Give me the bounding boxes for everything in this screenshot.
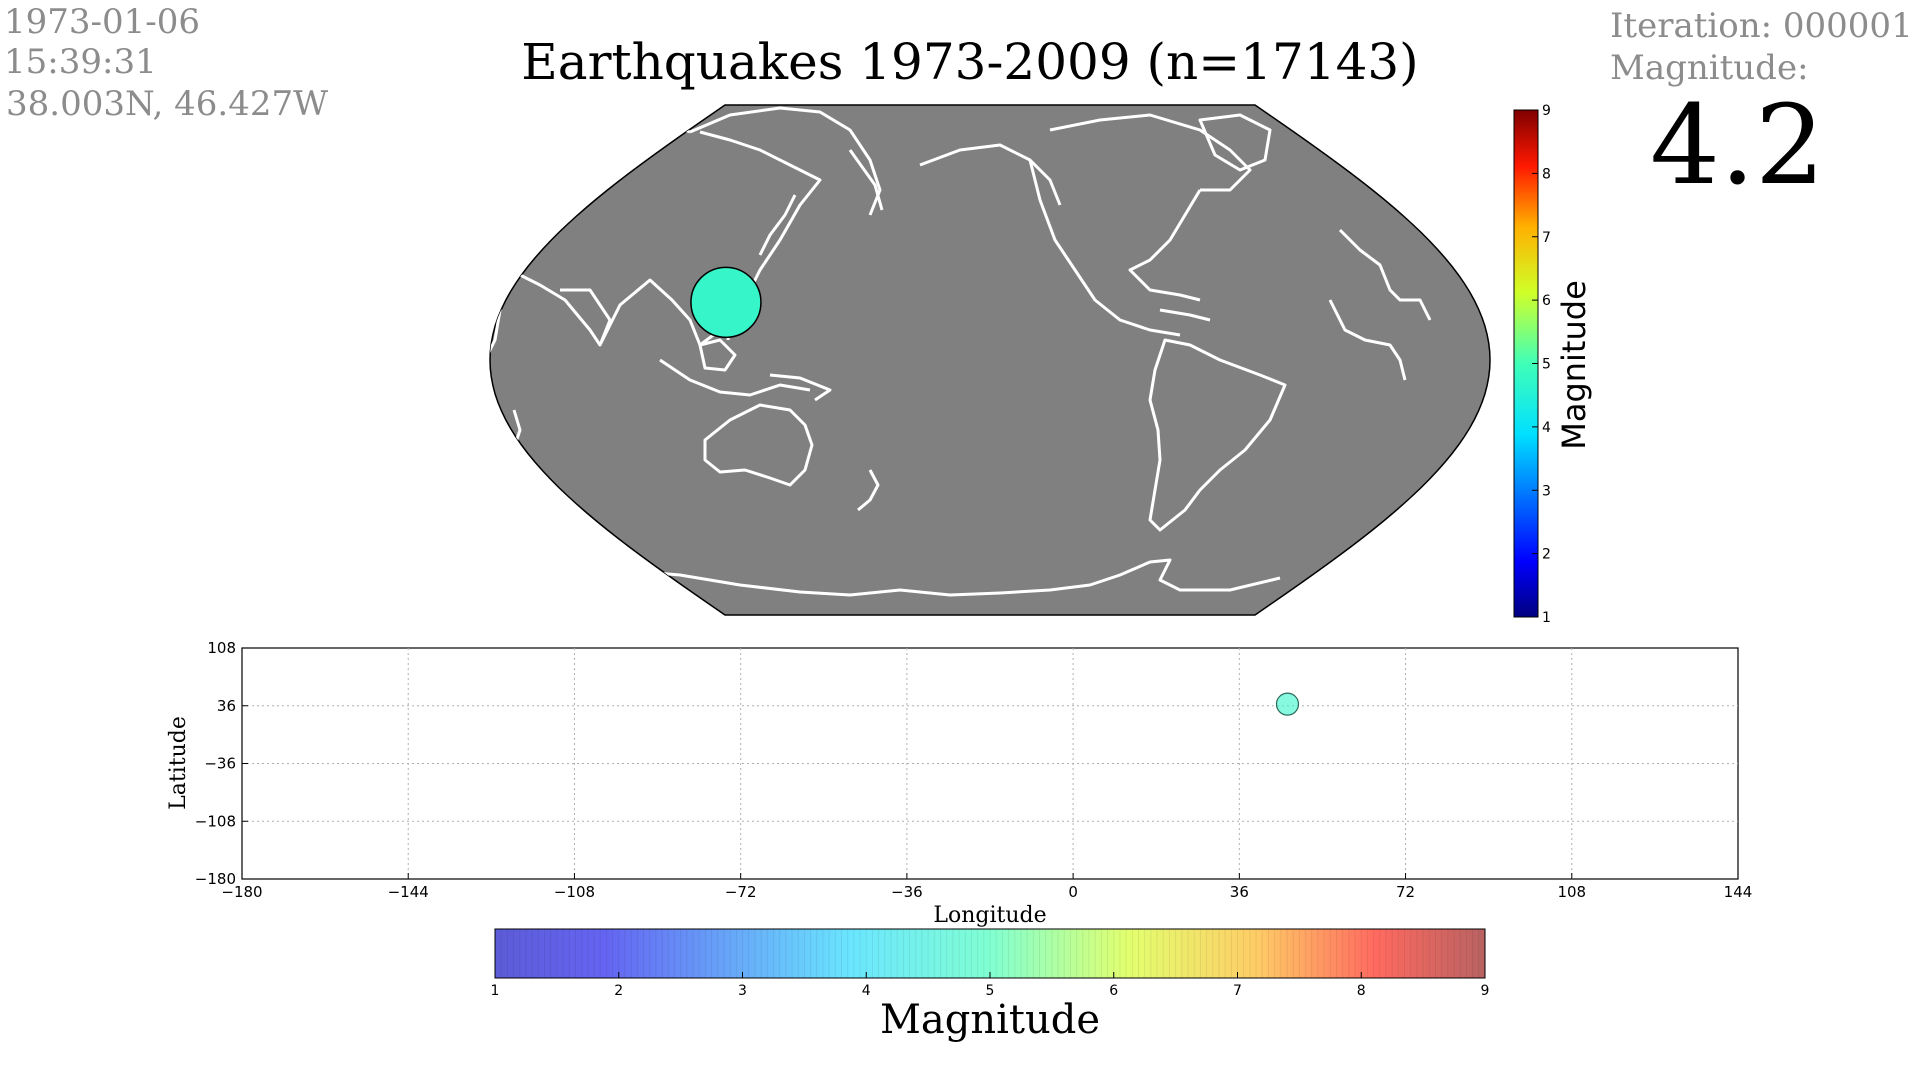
- vcb-tick-label: 3: [1542, 483, 1551, 499]
- vcb-tick-label: 6: [1542, 293, 1551, 309]
- horizontal-colorbar-ticks: 1 2 3 4 5 6 7 8 9: [491, 972, 1490, 999]
- hcb-tick-label: 5: [986, 983, 995, 999]
- vcb-tick-label: 8: [1542, 166, 1551, 182]
- x-tick-label: 0: [1068, 883, 1078, 901]
- coast-siberia: [689, 106, 882, 216]
- magnitude-value: 4.2: [1650, 81, 1825, 209]
- hcb-tick-label: 1: [491, 983, 500, 999]
- coast-caribbean: [1159, 308, 1211, 322]
- scatter-plot: −180 −144 −108 −72 −36 0 36 72 108 144 10836−36−1…: [166, 639, 1752, 928]
- scatter-points: [1275, 692, 1300, 716]
- scatter-x-ticks: −180 −144 −108 −72 −36 0 36 72 108 144: [221, 873, 1752, 901]
- vcb-tick-label: 7: [1542, 230, 1551, 246]
- iteration-counter: Iteration: 000001: [1610, 6, 1913, 46]
- coast-greenland: [1198, 113, 1272, 172]
- coast-na-east: [1128, 189, 1202, 302]
- vcb-tick-label: 4: [1542, 420, 1551, 436]
- x-tick-label: 36: [1230, 883, 1249, 901]
- chart-title: Earthquakes 1973-2009 (n=17143): [521, 33, 1419, 91]
- coast-borneo: [698, 338, 737, 372]
- y-tick-label: 36: [217, 697, 236, 715]
- vertical-colorbar-label: Magnitude: [1555, 280, 1593, 450]
- hcb-tick-label: 9: [1481, 983, 1490, 999]
- x-tick-label: −144: [388, 883, 429, 901]
- scatter-point: [1275, 692, 1300, 716]
- vcb-tick-label: 5: [1542, 357, 1551, 373]
- event-time: 15:39:31: [4, 42, 157, 82]
- coast-indonesia: [659, 358, 811, 397]
- coast-europe-east: [1338, 228, 1432, 321]
- coast-newzealand: [857, 469, 880, 512]
- world-map: [489, 104, 1491, 616]
- colorbar-stripes: [500, 929, 1480, 978]
- vertical-colorbar-ticks: 1 2 3 4 5 6 7 8 9: [1532, 103, 1551, 626]
- coast-antarctica: [579, 558, 1281, 597]
- x-tick-label: 72: [1396, 883, 1415, 901]
- hcb-tick-label: 3: [738, 983, 747, 999]
- vcb-tick-label: 1: [1542, 610, 1551, 626]
- coast-australia: [703, 403, 814, 487]
- event-date: 1973-01-06: [4, 2, 201, 42]
- x-axis-label: Longitude: [933, 903, 1046, 928]
- coast-newguinea: [769, 373, 832, 402]
- event-location: 38.003N, 46.427W: [6, 84, 329, 124]
- y-tick-label: −36: [204, 755, 236, 773]
- hcb-tick-label: 2: [614, 983, 623, 999]
- x-tick-label: −72: [725, 883, 757, 901]
- coast-japan: [758, 194, 797, 256]
- x-tick-label: −180: [221, 883, 262, 901]
- coast-kamchatka: [848, 149, 884, 211]
- coast-arabia: [509, 268, 602, 346]
- map-event-marker: [690, 266, 762, 339]
- horizontal-colorbar: 1 2 3 4 5 6 7 8 9 Magnitude: [491, 928, 1490, 1043]
- scatter-y-ticks: 108 36 −36 −108 −180: [195, 639, 248, 888]
- vcb-tick-label: 2: [1542, 547, 1551, 563]
- x-tick-label: 108: [1557, 883, 1586, 901]
- hcb-tick-label: 7: [1233, 983, 1242, 999]
- x-tick-label: −108: [554, 883, 595, 901]
- x-tick-label: 144: [1724, 883, 1753, 901]
- coast-na-west: [1028, 159, 1181, 337]
- coast-alaska: [919, 143, 1062, 206]
- y-tick-label: −108: [195, 812, 236, 830]
- coast-canada: [1049, 113, 1252, 192]
- coast-africa-west: [1328, 299, 1407, 381]
- hcb-tick-label: 8: [1357, 983, 1366, 999]
- coast-south-america: [1148, 338, 1287, 532]
- scatter-grid: [242, 648, 1738, 879]
- y-axis-label: Latitude: [166, 716, 191, 810]
- vertical-colorbar: 1 2 3 4 5 6 7 8 9 Magnitude: [1513, 103, 1593, 626]
- vcb-tick-label: 9: [1542, 103, 1551, 119]
- x-tick-label: −36: [891, 883, 923, 901]
- magnitude-label: Magnitude:: [1610, 48, 1809, 88]
- hcb-tick-label: 4: [862, 983, 871, 999]
- y-tick-label: −180: [195, 870, 236, 888]
- hcb-tick-label: 6: [1109, 983, 1118, 999]
- map-ocean: [489, 104, 1491, 616]
- horizontal-colorbar-label: Magnitude: [880, 997, 1100, 1043]
- y-tick-label: 108: [207, 639, 236, 657]
